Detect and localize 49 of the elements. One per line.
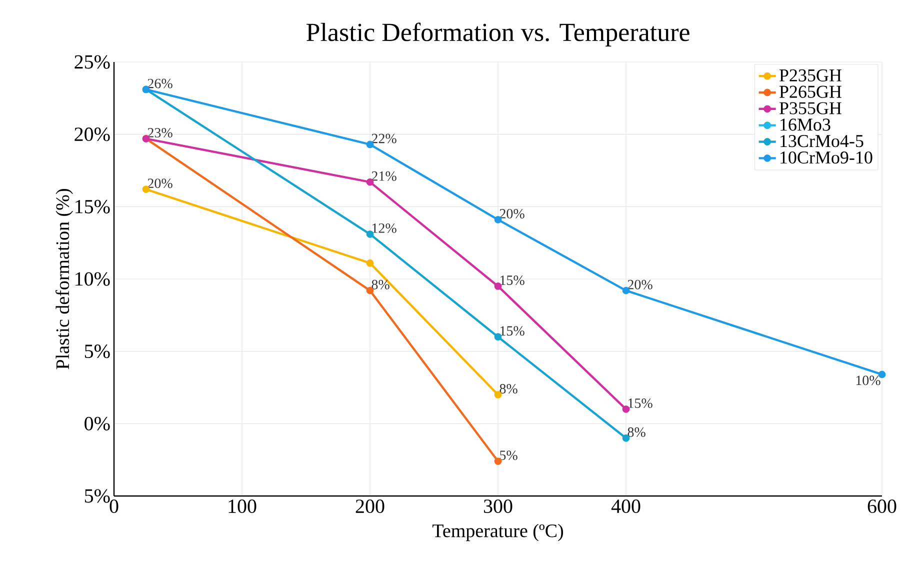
annotation: 20% — [500, 208, 524, 218]
annotation: 15% — [500, 326, 524, 336]
point — [494, 282, 502, 290]
annotation: 10% — [856, 376, 880, 386]
annotation: 5% — [500, 450, 518, 460]
point — [494, 333, 502, 341]
legend-label: 16Mo3 — [780, 118, 830, 131]
annotation: 20% — [628, 280, 652, 290]
annotation: 8% — [628, 427, 646, 437]
point — [622, 286, 630, 294]
legend-label: P265GH — [779, 86, 842, 98]
x-tick-label: 0 — [110, 500, 118, 514]
y-axis-title: Plastic deformation (%) — [56, 189, 73, 370]
point — [366, 140, 374, 148]
point — [494, 458, 502, 465]
annotation: 8% — [500, 384, 518, 394]
annotation: 26% — [148, 78, 172, 88]
annotation: 23% — [148, 128, 172, 138]
y-tick-label: 0% — [84, 416, 110, 430]
y-tick-label: 5% — [84, 489, 110, 503]
point — [366, 259, 374, 267]
point — [622, 405, 630, 413]
annotation: 8% — [372, 280, 390, 290]
annotation: 20% — [148, 178, 172, 188]
legend-label: P235GH — [779, 69, 842, 82]
y-tick-label: 5% — [84, 344, 110, 358]
annotation: 21% — [372, 171, 396, 181]
x-tick-label: 100 — [228, 500, 256, 514]
point — [142, 186, 150, 193]
y-tick-label: 15% — [76, 200, 110, 214]
legend-label: P355GH — [779, 102, 842, 114]
y-tick-label: 20% — [74, 128, 110, 142]
point — [366, 178, 374, 186]
annotation: 15% — [500, 276, 524, 286]
annotation: 12% — [372, 223, 396, 233]
legend-label: 10CrMo9-10 — [780, 151, 872, 164]
legend-label: 13CrMo4-5 — [780, 135, 864, 148]
x-tick-label: 400 — [611, 500, 640, 514]
annotation: 15% — [628, 398, 652, 408]
annotation: 22% — [372, 134, 396, 144]
y-tick-label: 10% — [76, 272, 110, 286]
point — [494, 216, 502, 224]
y-tick-label: 25% — [74, 55, 110, 69]
x-tick-label: 300 — [484, 500, 512, 514]
point — [366, 230, 374, 238]
x-tick-label: 600 — [868, 500, 896, 514]
x-tick-label: 200 — [356, 500, 384, 514]
x-axis-title: Temperature (ºC) — [432, 524, 564, 542]
chart-title: Plastic Deformation vs. Temperature — [306, 22, 690, 46]
